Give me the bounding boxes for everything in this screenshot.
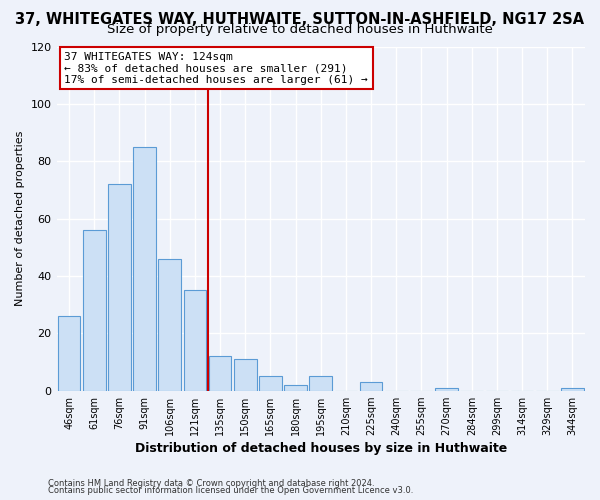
Text: 37, WHITEGATES WAY, HUTHWAITE, SUTTON-IN-ASHFIELD, NG17 2SA: 37, WHITEGATES WAY, HUTHWAITE, SUTTON-IN… xyxy=(16,12,584,28)
Bar xyxy=(209,356,232,390)
Bar xyxy=(360,382,382,390)
Text: Contains HM Land Registry data © Crown copyright and database right 2024.: Contains HM Land Registry data © Crown c… xyxy=(48,478,374,488)
Bar xyxy=(184,290,206,390)
Text: Size of property relative to detached houses in Huthwaite: Size of property relative to detached ho… xyxy=(107,22,493,36)
Text: 37 WHITEGATES WAY: 124sqm
← 83% of detached houses are smaller (291)
17% of semi: 37 WHITEGATES WAY: 124sqm ← 83% of detac… xyxy=(64,52,368,85)
Bar xyxy=(310,376,332,390)
Bar xyxy=(58,316,80,390)
Bar xyxy=(133,147,156,390)
Bar xyxy=(234,359,257,390)
X-axis label: Distribution of detached houses by size in Huthwaite: Distribution of detached houses by size … xyxy=(134,442,507,455)
Text: Contains public sector information licensed under the Open Government Licence v3: Contains public sector information licen… xyxy=(48,486,413,495)
Bar xyxy=(83,230,106,390)
Bar xyxy=(284,385,307,390)
Y-axis label: Number of detached properties: Number of detached properties xyxy=(15,131,25,306)
Bar xyxy=(561,388,584,390)
Bar xyxy=(435,388,458,390)
Bar xyxy=(158,259,181,390)
Bar xyxy=(259,376,282,390)
Bar xyxy=(108,184,131,390)
